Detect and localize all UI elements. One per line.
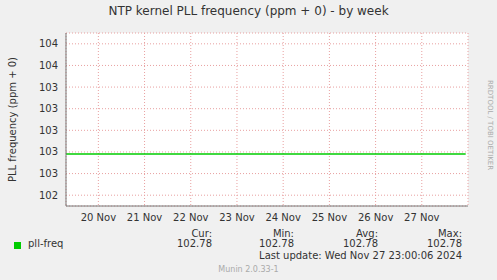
svg-text:103: 103 xyxy=(39,82,58,93)
html-text:Cur:: Cur: xyxy=(191,228,212,239)
html-text:102.78: 102.78 xyxy=(427,238,462,249)
svg-text:20 Nov: 20 Nov xyxy=(81,212,117,223)
html-text:102.78: 102.78 xyxy=(343,238,378,249)
svg-text:102: 102 xyxy=(39,190,58,201)
html-text:pll-freq: pll-freq xyxy=(28,238,64,249)
svg-text:26 Nov: 26 Nov xyxy=(358,212,394,223)
svg-text:104: 104 xyxy=(39,38,58,49)
svg-text:22 Nov: 22 Nov xyxy=(173,212,209,223)
html-text:Min:: Min: xyxy=(272,228,294,239)
svg-text:104: 104 xyxy=(39,60,58,71)
svg-text:103: 103 xyxy=(39,103,58,114)
svg-text:21 Nov: 21 Nov xyxy=(127,212,163,223)
html-text:102.78: 102.78 xyxy=(177,238,212,249)
svg-text:25 Nov: 25 Nov xyxy=(312,212,348,223)
svg-text:103: 103 xyxy=(39,168,58,179)
html-text:Max:: Max: xyxy=(438,228,462,239)
html-text:Munin 2.0.33-1: Munin 2.0.33-1 xyxy=(218,265,279,274)
svg-text:103: 103 xyxy=(39,146,58,157)
svg-text:27 Nov: 27 Nov xyxy=(404,212,440,223)
html-text:102.78: 102.78 xyxy=(259,238,294,249)
html-text:RRDTOOL / TOBI OETIKER: RRDTOOL / TOBI OETIKER xyxy=(486,79,494,171)
html-text:Avg:: Avg: xyxy=(356,228,378,239)
svg-text:24 Nov: 24 Nov xyxy=(265,212,301,223)
svg-text:PLL frequency (ppm + 0): PLL frequency (ppm + 0) xyxy=(8,57,18,182)
html-text:Last update: Wed Nov 27 23:00:: Last update: Wed Nov 27 23:00:06 2024 xyxy=(259,250,462,261)
html-text:NTP kernel PLL frequency (ppm: NTP kernel PLL frequency (ppm + 0) - by … xyxy=(108,4,389,18)
svg-text:103: 103 xyxy=(39,125,58,136)
svg-text:23 Nov: 23 Nov xyxy=(219,212,255,223)
